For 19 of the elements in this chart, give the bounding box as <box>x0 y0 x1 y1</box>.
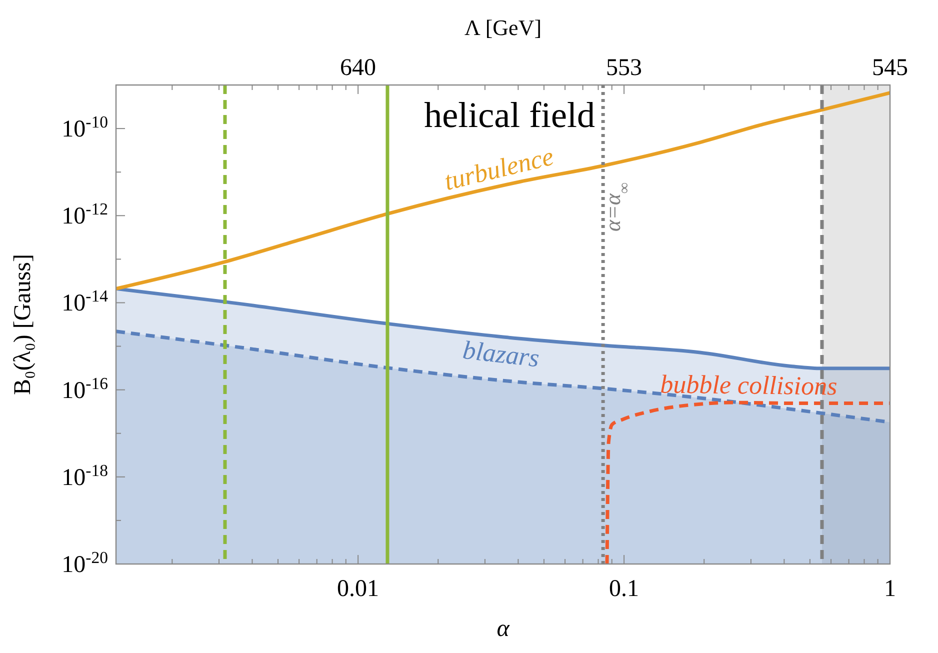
x2-axis-title: Λ [GeV] <box>464 15 542 40</box>
text: 553 <box>606 55 642 81</box>
x-tick-label: 0.1 <box>609 576 640 602</box>
text: 640 <box>340 55 376 81</box>
text: 545 <box>872 55 908 81</box>
y-tick-label: 10$^{-10}$ <box>62 112 108 143</box>
x-axis-title: α <box>496 616 510 642</box>
y-axis-title: B₀(λ₀) [Gauss] <box>10 254 36 396</box>
y-tick-label: 10$^{-16}$ <box>62 373 108 404</box>
text: turbulence <box>441 142 556 196</box>
x-tick-label: 0.01 <box>337 576 380 602</box>
y-tick-label: 10$^{-20}$ <box>62 548 108 578</box>
y-tick-label: 10$^{-14}$ <box>62 286 109 317</box>
y-tick-label: 10$^{-12}$ <box>62 199 108 230</box>
series-label: blazars <box>461 335 541 373</box>
x-tick-label: 1 <box>884 576 896 602</box>
y-tick-label: 10$^{-18}$ <box>62 460 108 491</box>
series-label: bubble collisions <box>660 370 838 401</box>
annotation: helical field <box>424 95 596 135</box>
